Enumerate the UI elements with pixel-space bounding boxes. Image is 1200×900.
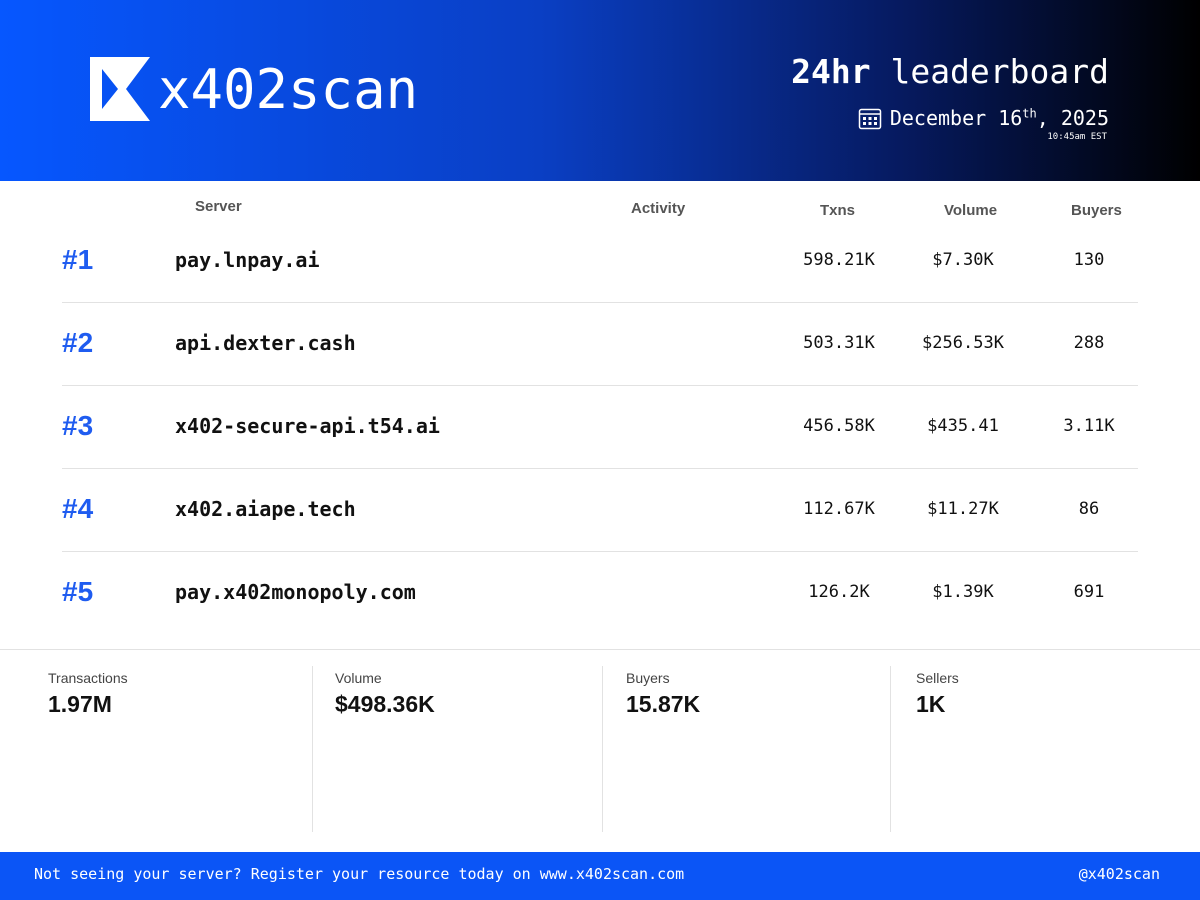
cell-txns: 503.31K [803,333,875,353]
footer-handle: @x402scan [1078,865,1160,883]
title: 24hr leaderboard [791,52,1109,91]
brand: x402scan [158,58,419,121]
logo [90,57,150,121]
cell-volume: $1.39K [932,582,994,602]
date-main: December 16 [889,106,1023,130]
leaderboard-table: Server Activity Txns Volume Buyers #1 pay.lnpa… [62,198,1138,607]
server-name: pay.lnpay.ai [175,248,320,272]
row-separator [62,551,1138,552]
cell-volume: $435.41 [927,416,999,436]
divider [0,649,1200,650]
cell-buyers: 3.11K [1063,416,1115,436]
column-header: Buyers [1071,202,1122,219]
cell-buyers: 130 [1073,250,1105,270]
stat-value: 1.97M [48,691,112,717]
footer: Not seeing your server? Register your re… [0,852,1200,900]
cell-volume: $11.27K [927,499,999,519]
panel-separator [312,666,313,832]
stat-label: Transactions [48,670,128,686]
panel-separator [890,666,891,832]
header: x402scan 24hr leaderboard December 16th,… [0,0,1200,181]
cell-buyers: 691 [1073,582,1105,602]
stat-value: $498.36K [335,691,435,717]
row-separator [62,302,1138,303]
stat-label: Buyers [626,670,670,686]
server-name: x402-secure-api.t54.ai [175,414,440,438]
stat-label: Sellers [916,670,959,686]
row-separator [62,468,1138,469]
cell-volume: $256.53K [922,333,1004,353]
date-suffix: th [1022,106,1037,121]
cell-buyers: 288 [1073,333,1105,353]
footer-message: Not seeing your server? Register your re… [34,865,685,883]
title-rest: leaderboard [890,52,1109,91]
server-name: pay.x402monopoly.com [175,580,416,604]
column-header: Volume [944,202,998,219]
cell-txns: 598.21K [803,250,875,270]
column-header: Server [195,198,242,215]
title-bold: 24hr [791,52,871,91]
date: December 16th, 2025 [890,106,1109,130]
stat-value: 15.87K [626,691,701,717]
column-header: Activity [631,200,686,217]
panel-separator [602,666,603,832]
row-separator [62,385,1138,386]
cell-buyers: 86 [1078,499,1100,519]
time: 10:45am EST [1047,132,1107,142]
cell-volume: $7.30K [932,250,994,270]
cell-txns: 126.2K [808,582,870,602]
cell-txns: 112.67K [803,499,875,519]
stats: Transactions 1.97M Volume $498.36K Buyers 15.… [48,666,959,832]
cell-txns: 456.58K [803,416,875,436]
date-year: , 2025 [1036,106,1109,130]
server-name: api.dexter.cash [175,331,356,355]
rank: #3 [62,410,94,441]
rank: #2 [62,327,94,358]
stat-label: Volume [335,670,382,686]
stat-value: 1K [916,691,946,717]
rank: #4 [62,493,94,524]
rank: #1 [62,244,94,275]
column-header: Txns [820,202,856,219]
rank: #5 [62,576,94,607]
calendar-icon [858,108,882,130]
server-name: x402.aiape.tech [175,497,356,521]
